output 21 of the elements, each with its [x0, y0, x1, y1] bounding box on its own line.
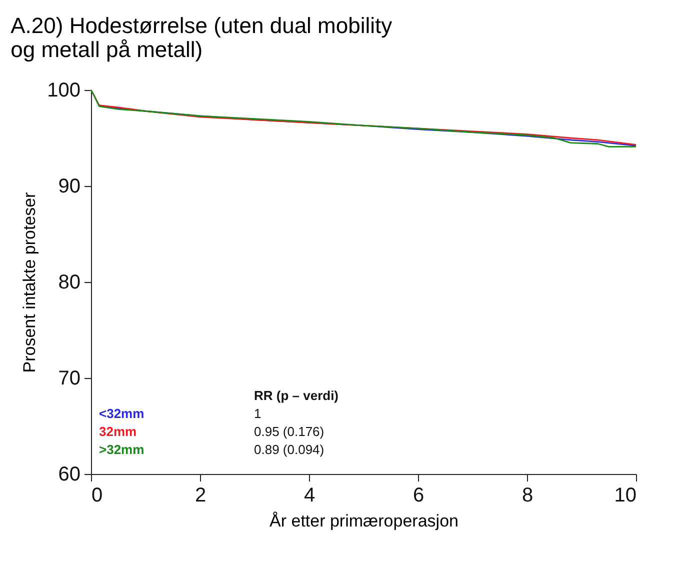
y-tick-label: 100 [47, 80, 80, 102]
y-tick-label: 80 [58, 272, 80, 294]
x-tick-label: 6 [412, 484, 424, 506]
x-tick-label: 10 [614, 484, 636, 506]
x-axis-title: År etter primæroperasjon [270, 512, 458, 530]
y-axis-title: Prosent intakte proteser [20, 192, 40, 373]
y-tick-label: 70 [58, 368, 80, 390]
y-tick-label: 90 [58, 176, 80, 198]
x-tick-label: 2 [194, 484, 206, 506]
annotation: 1 [254, 406, 262, 421]
annotation: RR (p – verdi) [254, 388, 339, 403]
chart-title: A.20) Hodestørrelse (uten dual mobility og metall på metall) [10, 13, 392, 62]
x-tick-label: 8 [522, 484, 534, 506]
annotation: 0.89 (0.094) [254, 442, 324, 457]
text: <32mm [99, 406, 144, 421]
x-tick-label: 0 [92, 484, 103, 506]
y-tick-label: 60 [58, 464, 80, 486]
annotation: 0.95 (0.176) [254, 424, 324, 439]
text: 32mm [99, 424, 137, 439]
x-tick-label: 4 [304, 484, 316, 506]
text: >32mm [99, 442, 144, 457]
